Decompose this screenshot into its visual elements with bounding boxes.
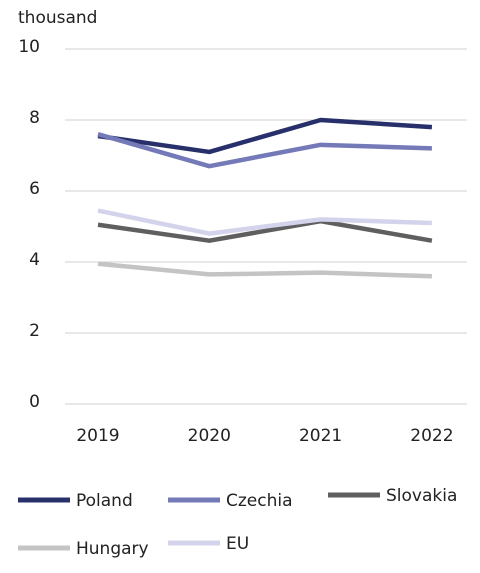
y-tick-label: 8 bbox=[29, 108, 40, 128]
legend-label: Czechia bbox=[226, 491, 293, 511]
legend-label: EU bbox=[226, 534, 249, 554]
legend-label: Poland bbox=[76, 491, 133, 511]
x-tick-label: 2022 bbox=[410, 426, 453, 446]
x-tick-label: 2020 bbox=[188, 426, 231, 446]
y-tick-label: 10 bbox=[18, 37, 40, 57]
y-tick-label: 4 bbox=[29, 250, 40, 270]
x-tick-label: 2021 bbox=[299, 426, 342, 446]
legend-label: Slovakia bbox=[386, 486, 457, 506]
y-tick-label: 6 bbox=[29, 179, 40, 199]
series-line bbox=[97, 117, 433, 155]
y-tick-label: 2 bbox=[29, 321, 40, 341]
y-tick-label: 0 bbox=[29, 392, 40, 412]
series-line bbox=[97, 132, 432, 169]
legend-label: Hungary bbox=[76, 539, 149, 559]
series-line bbox=[97, 261, 432, 279]
y-axis-label: thousand bbox=[18, 8, 97, 28]
series-line bbox=[97, 208, 432, 236]
x-tick-label: 2019 bbox=[76, 426, 119, 446]
series-line bbox=[97, 218, 433, 243]
